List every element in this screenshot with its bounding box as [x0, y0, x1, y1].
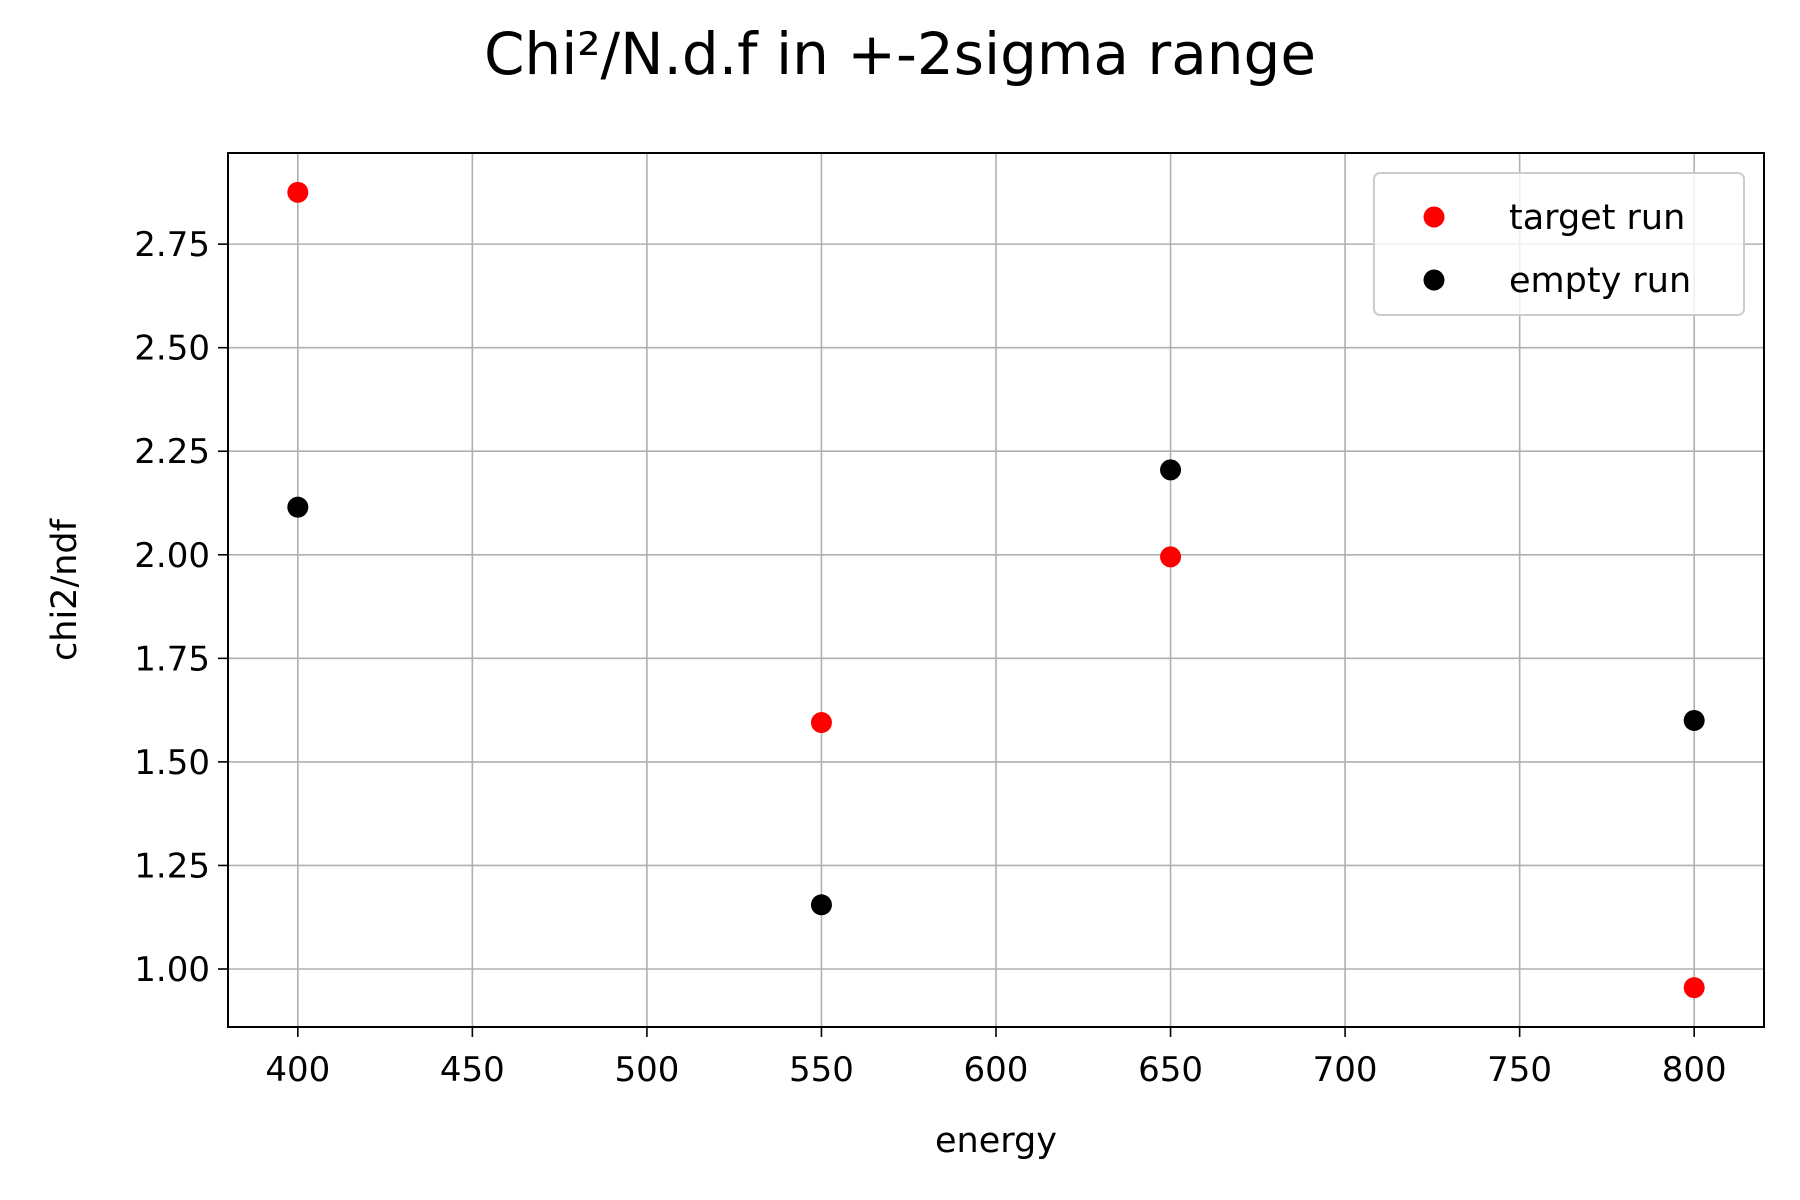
axis-ticks: 400 450 500 550 600 650 700 750 800 1.00 1.25 1.50 1… — [134, 225, 1726, 1090]
x-tick-label: 700 — [1313, 1050, 1378, 1090]
y-tick-label: 1.00 — [134, 950, 210, 990]
x-tick-label: 500 — [614, 1050, 679, 1090]
y-tick-label: 2.75 — [134, 225, 210, 265]
y-tick-label: 2.25 — [134, 432, 210, 472]
data-point-target-run — [287, 181, 309, 203]
x-tick-label: 800 — [1662, 1050, 1727, 1090]
x-tick-label: 650 — [1138, 1050, 1203, 1090]
y-tick-label: 2.00 — [134, 536, 210, 576]
data-point-target-run — [1160, 546, 1182, 568]
y-tick-label: 1.50 — [134, 743, 210, 783]
x-tick-label: 400 — [265, 1050, 330, 1090]
legend-box — [1373, 172, 1745, 316]
y-axis-label: chi2/ndf — [45, 518, 85, 661]
data-point-empty-run — [1160, 459, 1182, 481]
y-tick-label: 1.75 — [134, 639, 210, 679]
chart-title: Chi²/N.d.f in +-2sigma range — [484, 20, 1316, 88]
y-tick-label: 2.50 — [134, 329, 210, 369]
legend: target run empty run — [1373, 172, 1745, 316]
x-axis-label: energy — [935, 1121, 1057, 1161]
data-point-target-run — [810, 712, 832, 734]
legend-label-empty-run: empty run — [1509, 261, 1691, 301]
x-tick-label: 550 — [789, 1050, 854, 1090]
x-tick-label: 600 — [964, 1050, 1029, 1090]
data-point-empty-run — [810, 894, 832, 916]
legend-marker-target-run — [1423, 206, 1445, 228]
legend-marker-empty-run — [1423, 269, 1445, 291]
data-points — [287, 181, 1705, 999]
x-tick-label: 750 — [1487, 1050, 1552, 1090]
data-point-target-run — [1683, 977, 1705, 999]
plot-frame — [227, 152, 1765, 1028]
x-tick-label: 450 — [440, 1050, 505, 1090]
data-point-empty-run — [287, 496, 309, 518]
legend-label-target-run: target run — [1509, 198, 1685, 238]
data-point-empty-run — [1683, 709, 1705, 731]
y-tick-label: 1.25 — [134, 846, 210, 886]
